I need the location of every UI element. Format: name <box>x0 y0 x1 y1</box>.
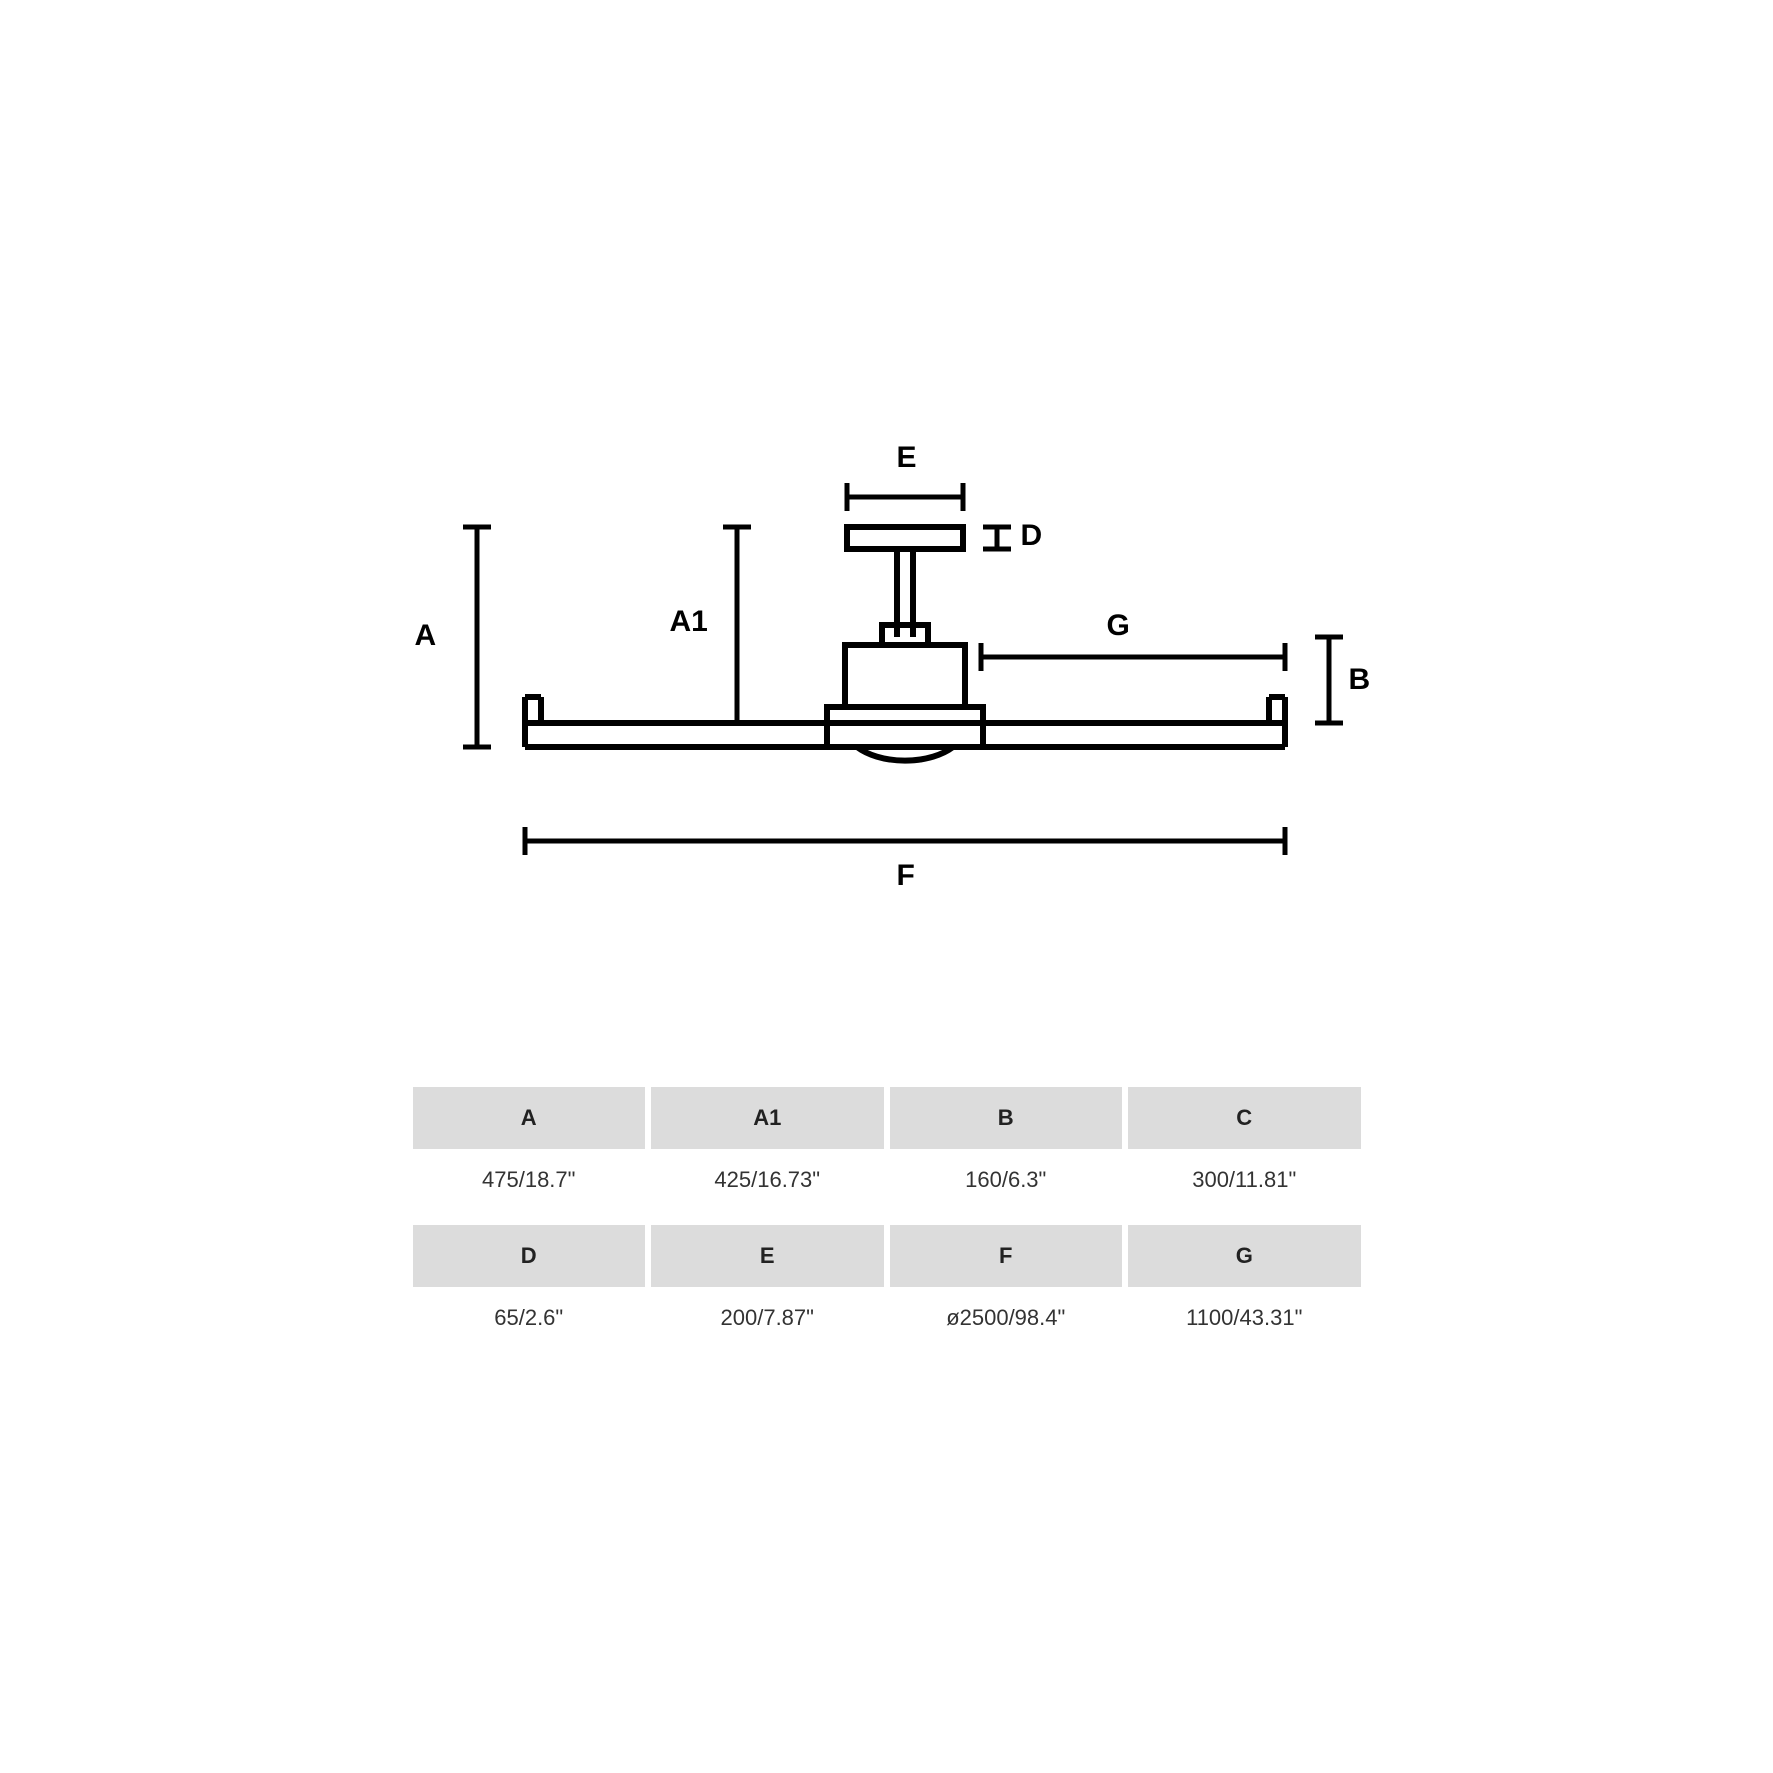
table-cell: 300/11.81" <box>1128 1149 1361 1211</box>
dimension-lines <box>463 483 1343 855</box>
dimensions-table-wrap: A A1 B C 475/18.7" 425/16.73" 160/6.3" 3… <box>407 1087 1367 1349</box>
dim-label-a: A <box>415 619 437 653</box>
dim-label-e: E <box>897 441 917 475</box>
table-cell: 200/7.87" <box>651 1287 884 1349</box>
product-outline <box>525 527 1285 761</box>
table-header: D <box>413 1225 646 1287</box>
table-row: D E F G <box>413 1225 1361 1287</box>
page-canvas: A A1 E D G B F A A1 B C 475/18.7" 425/16… <box>347 347 1427 1427</box>
dim-label-d: D <box>1021 519 1043 553</box>
table-cell: ø2500/98.4" <box>890 1287 1123 1349</box>
table-header: F <box>890 1225 1123 1287</box>
table-cell: 425/16.73" <box>651 1149 884 1211</box>
table-row: 65/2.6" 200/7.87" ø2500/98.4" 1100/43.31… <box>413 1287 1361 1349</box>
table-cell: 65/2.6" <box>413 1287 646 1349</box>
table-cell: 475/18.7" <box>413 1149 646 1211</box>
table-cell: 160/6.3" <box>890 1149 1123 1211</box>
table-header: E <box>651 1225 884 1287</box>
dim-label-a1: A1 <box>670 605 708 639</box>
table-row: 475/18.7" 425/16.73" 160/6.3" 300/11.81" <box>413 1149 1361 1211</box>
table-header: B <box>890 1087 1123 1149</box>
table-cell: 1100/43.31" <box>1128 1287 1361 1349</box>
technical-diagram: A A1 E D G B F <box>407 427 1367 927</box>
table-row: A A1 B C <box>413 1087 1361 1149</box>
table-header: A1 <box>651 1087 884 1149</box>
dim-label-b: B <box>1349 663 1371 697</box>
dim-label-g: G <box>1107 609 1130 643</box>
dimensions-table: A A1 B C 475/18.7" 425/16.73" 160/6.3" 3… <box>407 1087 1367 1349</box>
diagram-svg <box>407 427 1367 927</box>
table-header: C <box>1128 1087 1361 1149</box>
table-header: A <box>413 1087 646 1149</box>
dim-label-f: F <box>897 859 915 893</box>
table-header: G <box>1128 1225 1361 1287</box>
